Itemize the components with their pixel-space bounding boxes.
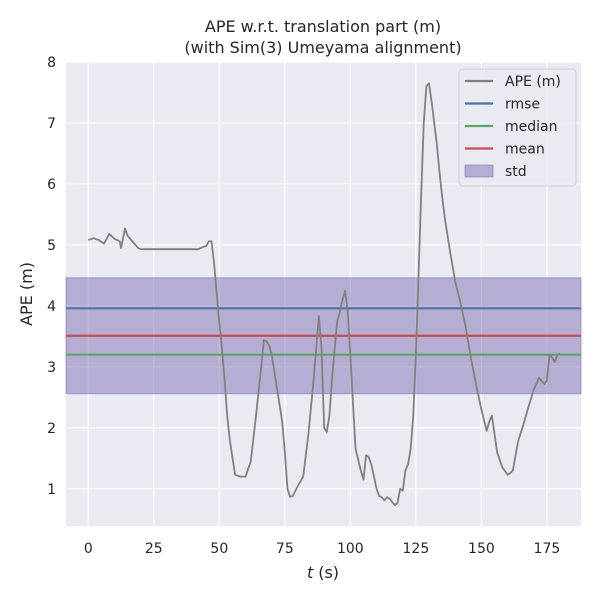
legend-label: median bbox=[505, 119, 557, 135]
legend: APE (m) rmse median mean std bbox=[458, 68, 577, 187]
x-tick-label: 0 bbox=[84, 541, 93, 557]
legend-label: APE (m) bbox=[505, 74, 561, 90]
x-tick-label: 50 bbox=[210, 541, 228, 557]
x-axis-variable: t bbox=[307, 563, 314, 582]
y-tick-labels: 1 2 3 4 5 6 7 8 bbox=[47, 55, 56, 498]
x-tick-labels: 0 25 50 75 100 125 150 175 bbox=[84, 541, 560, 557]
legend-swatch bbox=[464, 164, 494, 178]
chart-title: APE w.r.t. translation part (m) bbox=[205, 17, 441, 36]
x-axis-label: t (s) bbox=[307, 563, 339, 582]
y-tick-label: 7 bbox=[47, 116, 56, 132]
y-tick-label: 2 bbox=[47, 421, 56, 437]
x-tick-label: 100 bbox=[337, 541, 364, 557]
x-tick-label: 75 bbox=[276, 541, 294, 557]
y-tick-label: 8 bbox=[47, 55, 56, 71]
y-axis-label: APE (m) bbox=[17, 262, 36, 326]
x-tick-label: 175 bbox=[534, 541, 561, 557]
legend-label: std bbox=[505, 164, 527, 180]
x-tick-label: 150 bbox=[468, 541, 495, 557]
x-axis-unit: (s) bbox=[318, 563, 339, 582]
y-tick-label: 3 bbox=[47, 360, 56, 376]
legend-box bbox=[458, 68, 577, 187]
y-tick-label: 6 bbox=[47, 177, 56, 193]
y-tick-label: 5 bbox=[47, 238, 56, 254]
legend-label: mean bbox=[505, 142, 545, 158]
x-tick-label: 25 bbox=[145, 541, 163, 557]
chart-subtitle: (with Sim(3) Umeyama alignment) bbox=[184, 38, 461, 57]
ape-series-line bbox=[87, 82, 561, 507]
x-tick-label: 125 bbox=[403, 541, 430, 557]
y-tick-label: 4 bbox=[47, 299, 56, 315]
legend-label: rmse bbox=[505, 97, 540, 113]
y-tick-label: 1 bbox=[47, 482, 56, 498]
